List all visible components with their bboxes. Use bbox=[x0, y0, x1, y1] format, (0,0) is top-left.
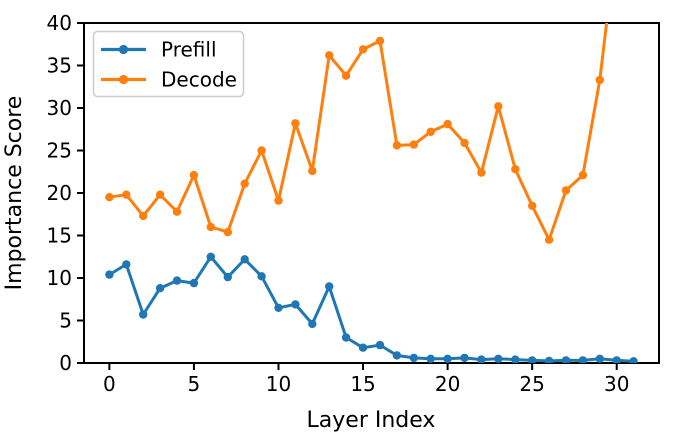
series-marker-decode bbox=[325, 51, 334, 60]
series-marker-prefill bbox=[477, 355, 486, 363]
x-tick-label: 5 bbox=[188, 372, 201, 396]
series-marker-decode bbox=[375, 36, 385, 46]
series-marker-prefill bbox=[578, 356, 588, 363]
legend-label-prefill: Prefill bbox=[161, 38, 217, 62]
series-marker-prefill bbox=[544, 356, 554, 363]
series-marker-prefill bbox=[172, 276, 182, 285]
series-marker-prefill bbox=[443, 354, 452, 363]
x-tick-label: 30 bbox=[604, 372, 629, 396]
series-marker-prefill bbox=[511, 355, 520, 363]
series-marker-decode bbox=[561, 186, 571, 195]
series-marker-prefill bbox=[426, 354, 435, 363]
y-tick-label: 15 bbox=[47, 224, 72, 248]
series-marker-decode bbox=[443, 119, 452, 129]
series-marker-prefill bbox=[122, 260, 131, 269]
y-tick-label: 25 bbox=[47, 139, 72, 163]
x-tick-label: 15 bbox=[350, 372, 375, 396]
series-marker-prefill bbox=[561, 356, 571, 363]
y-tick-label: 0 bbox=[59, 351, 72, 375]
axis-ticks: 0 5 10 15 20 25 30 0 5 10 15 20 25 30 35 40 bbox=[47, 11, 630, 396]
series-marker-decode bbox=[511, 165, 520, 174]
series-marker-decode bbox=[155, 190, 165, 199]
y-tick-label: 20 bbox=[47, 181, 72, 205]
series-marker-prefill bbox=[528, 356, 537, 363]
series-marker-prefill bbox=[206, 252, 215, 261]
series-marker-decode bbox=[477, 168, 486, 177]
legend: Prefill Decode bbox=[92, 30, 245, 98]
series-marker-prefill bbox=[375, 340, 385, 350]
series-marker-decode bbox=[341, 71, 351, 80]
series-marker-decode bbox=[274, 196, 283, 205]
series-marker-prefill bbox=[274, 303, 283, 312]
series-marker-decode bbox=[578, 170, 588, 180]
series-line-prefill bbox=[108, 255, 634, 363]
series-marker-decode bbox=[105, 193, 114, 202]
y-tick-label: 35 bbox=[47, 54, 72, 78]
series-marker-decode bbox=[595, 75, 604, 85]
series-marker-decode bbox=[528, 201, 537, 210]
series-marker-prefill bbox=[341, 333, 351, 342]
series-marker-prefill bbox=[139, 310, 148, 319]
x-tick-label: 20 bbox=[435, 372, 460, 396]
series-marker-decode bbox=[206, 222, 215, 232]
series-marker-prefill bbox=[308, 319, 317, 329]
series-marker-decode bbox=[257, 146, 266, 155]
series-marker-decode bbox=[291, 119, 300, 128]
legend-label-decode: Decode bbox=[161, 68, 237, 92]
series-marker-decode bbox=[426, 127, 435, 136]
series-marker-decode bbox=[240, 179, 249, 188]
y-tick-label: 40 bbox=[47, 11, 72, 35]
y-tick-label: 30 bbox=[47, 96, 72, 120]
series-marker-prefill bbox=[223, 272, 232, 282]
series-marker-decode bbox=[494, 102, 503, 111]
series-marker-prefill bbox=[629, 357, 638, 363]
x-tick-label: 25 bbox=[519, 372, 544, 396]
series-marker-prefill bbox=[325, 282, 334, 291]
series-marker-prefill bbox=[612, 356, 621, 363]
series-marker-decode bbox=[392, 141, 402, 150]
x-axis-label: Layer Index bbox=[307, 408, 436, 433]
series-marker-prefill bbox=[105, 270, 114, 279]
series-marker-prefill bbox=[409, 353, 418, 363]
series-marker-decode bbox=[460, 138, 469, 148]
series-marker-prefill bbox=[291, 300, 300, 309]
y-tick-label: 5 bbox=[59, 309, 72, 333]
series-group bbox=[105, 23, 638, 363]
series-marker-decode bbox=[122, 190, 131, 199]
series-marker-prefill bbox=[155, 284, 165, 293]
y-tick-label: 10 bbox=[47, 266, 72, 290]
legend-sample-marker-decode bbox=[118, 74, 129, 85]
series-marker-prefill bbox=[460, 353, 469, 363]
x-tick-label: 0 bbox=[103, 372, 116, 396]
series-marker-prefill bbox=[595, 354, 604, 363]
series-marker-decode bbox=[223, 227, 232, 237]
series-marker-decode bbox=[308, 166, 317, 176]
series-marker-prefill bbox=[240, 255, 249, 264]
x-tick-label: 10 bbox=[266, 372, 291, 396]
legend-sample-marker-prefill bbox=[118, 44, 129, 55]
series-marker-decode bbox=[189, 170, 199, 180]
series-marker-decode bbox=[409, 140, 418, 149]
series-marker-decode bbox=[139, 211, 148, 221]
series-marker-prefill bbox=[494, 354, 503, 363]
series-marker-prefill bbox=[257, 272, 266, 281]
series-marker-prefill bbox=[392, 351, 402, 360]
series-marker-decode bbox=[358, 45, 368, 54]
series-marker-decode bbox=[544, 235, 554, 244]
series-marker-prefill bbox=[189, 278, 199, 288]
y-axis-label: Importance Score bbox=[2, 96, 27, 291]
series-marker-decode bbox=[172, 207, 182, 216]
series-marker-prefill bbox=[358, 343, 368, 352]
